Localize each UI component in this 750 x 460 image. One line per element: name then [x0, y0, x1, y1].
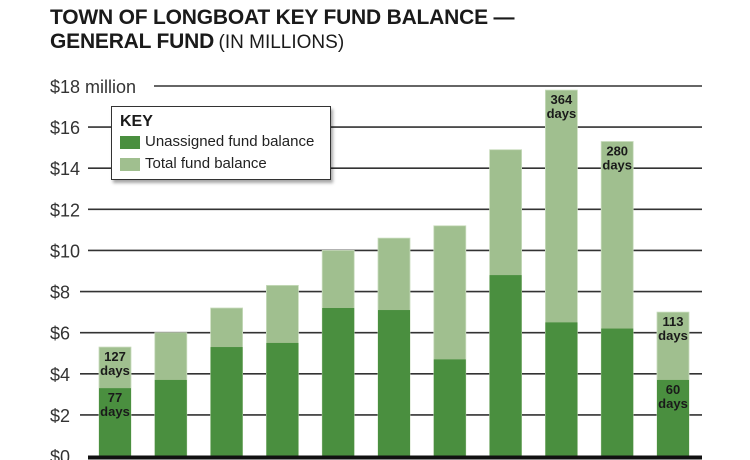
bar-unassigned	[322, 308, 355, 456]
data-label-value: 113	[663, 314, 684, 329]
chart-title: TOWN OF LONGBOAT KEY FUND BALANCE — GENE…	[50, 6, 515, 56]
y-tick-label: $10	[50, 241, 80, 261]
bar-unassigned	[154, 379, 187, 456]
bar-unassigned	[657, 379, 689, 456]
chart-title-line2: GENERAL FUND	[50, 30, 215, 53]
bar-unassigned	[99, 388, 131, 456]
legend-label-unassigned: Unassigned fund balance	[145, 133, 315, 150]
legend-item-total: Total fund balance	[120, 153, 322, 175]
data-label-value: 127	[104, 349, 126, 364]
bar-unassigned	[545, 322, 578, 456]
chart-title-line1: TOWN OF LONGBOAT KEY FUND BALANCE —	[50, 6, 515, 29]
y-tick-labels: $18 million $16 $14 $12 $10 $8 $6 $4 $2 $0	[50, 77, 136, 460]
legend: KEY Unassigned fund balance Total fund b…	[111, 106, 331, 180]
data-label-unit: days	[658, 396, 688, 411]
y-tick-label: $6	[50, 324, 70, 344]
bar-unassigned	[489, 275, 522, 456]
data-label-value: 60	[666, 382, 680, 397]
bar-unassigned	[266, 342, 299, 456]
data-label-value: 280	[606, 144, 628, 159]
legend-title: KEY	[120, 113, 153, 130]
y-tick-label: $18 million	[50, 77, 136, 97]
y-tick-label: $16	[50, 118, 80, 138]
y-tick-label: $12	[50, 200, 80, 220]
legend-swatch-unassigned	[120, 135, 140, 149]
y-tick-label: $2	[50, 406, 70, 426]
bar-unassigned	[210, 347, 243, 456]
data-label-unit: days	[100, 404, 130, 419]
data-label-unit: days	[100, 363, 130, 378]
bar-unassigned	[433, 359, 466, 456]
y-tick-label: $4	[50, 365, 70, 385]
data-label-unit: days	[547, 106, 577, 121]
y-tick-label: $8	[50, 283, 70, 303]
data-label-value: 77	[108, 390, 122, 405]
chart-title-suffix: (IN MILLIONS)	[218, 32, 345, 53]
legend-item-unassigned: Unassigned fund balance	[120, 131, 322, 153]
y-tick-label: $0	[50, 447, 70, 460]
bar-unassigned	[378, 310, 410, 456]
legend-label-total: Total fund balance	[145, 155, 267, 172]
bar-unassigned	[601, 328, 634, 456]
data-label-value: 364	[551, 92, 573, 107]
data-label-unit: days	[658, 328, 688, 343]
legend-swatch-total	[120, 157, 140, 171]
y-tick-label: $14	[50, 159, 80, 179]
data-label-unit: days	[602, 158, 632, 173]
bars	[98, 89, 690, 457]
